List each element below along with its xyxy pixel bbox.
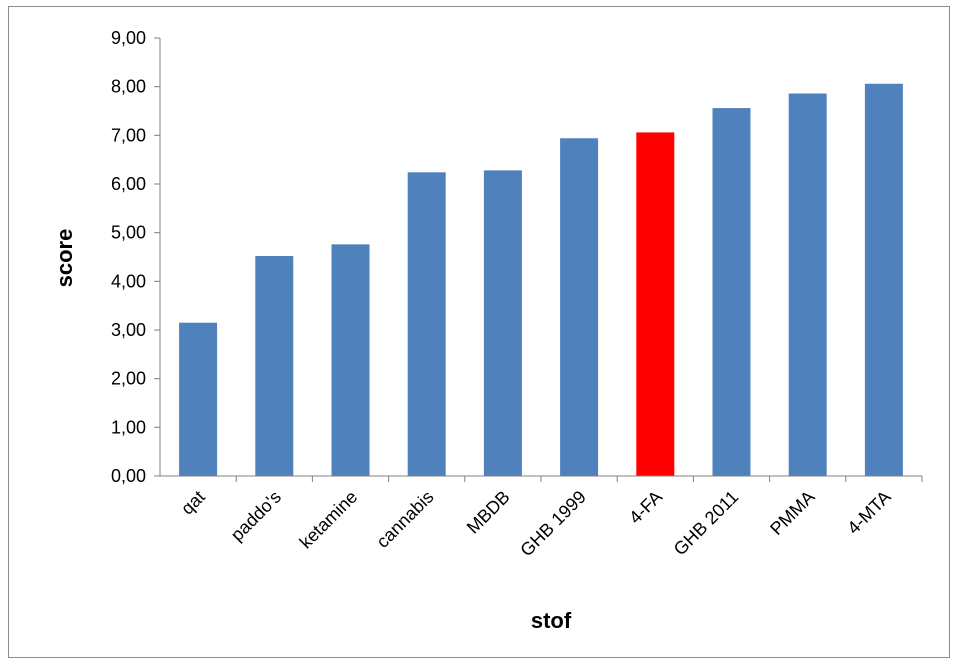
x-tick-label: 4-FA (625, 487, 666, 528)
x-tick-label: ketamine (296, 487, 362, 553)
y-tick-label: 3,00 (111, 320, 146, 340)
x-axis-title: stof (531, 608, 572, 633)
x-tick-label: GHB 1999 (516, 487, 590, 561)
bar-paddo-s (255, 256, 294, 476)
x-tick-label: qat (177, 487, 209, 519)
y-tick-label: 6,00 (111, 174, 146, 194)
x-tick-label: GHB 2011 (670, 487, 743, 560)
bar-ghb-1999 (560, 138, 599, 476)
y-tick-label: 0,00 (111, 466, 146, 486)
y-tick-label: 4,00 (111, 271, 146, 291)
bar-mbdb (483, 170, 522, 476)
x-tick-label: 4-MTA (843, 487, 894, 538)
bar-ketamine (331, 244, 370, 476)
bar-cannabis (407, 172, 446, 476)
x-tick-label: MBDB (463, 487, 514, 538)
x-tick-label: paddo's (227, 487, 285, 545)
y-tick-label: 8,00 (111, 77, 146, 97)
x-tick-label: cannabis (372, 487, 437, 552)
y-tick-label: 5,00 (111, 223, 146, 243)
y-tick-label: 2,00 (111, 369, 146, 389)
x-axis-ticks: qat paddo's ketamine cannabis MBDB GHB 1999 4-… (177, 476, 923, 561)
y-tick-label: 1,00 (111, 417, 146, 437)
y-axis-title: score (52, 229, 77, 288)
x-tick-label: PMMA (766, 487, 818, 539)
bar-4-mta (864, 83, 903, 476)
y-tick-label: 7,00 (111, 125, 146, 145)
bar-qat (179, 322, 218, 476)
y-axis-ticks: 0,00 1,00 2,00 3,00 4,00 5,00 6,00 7,00 8,00 9,00 (111, 28, 160, 486)
bar-pmma (788, 93, 827, 476)
bar-4-fa (636, 132, 675, 476)
bar-ghb-2011 (712, 108, 751, 476)
y-tick-label: 9,00 (111, 28, 146, 48)
bars (179, 83, 903, 476)
